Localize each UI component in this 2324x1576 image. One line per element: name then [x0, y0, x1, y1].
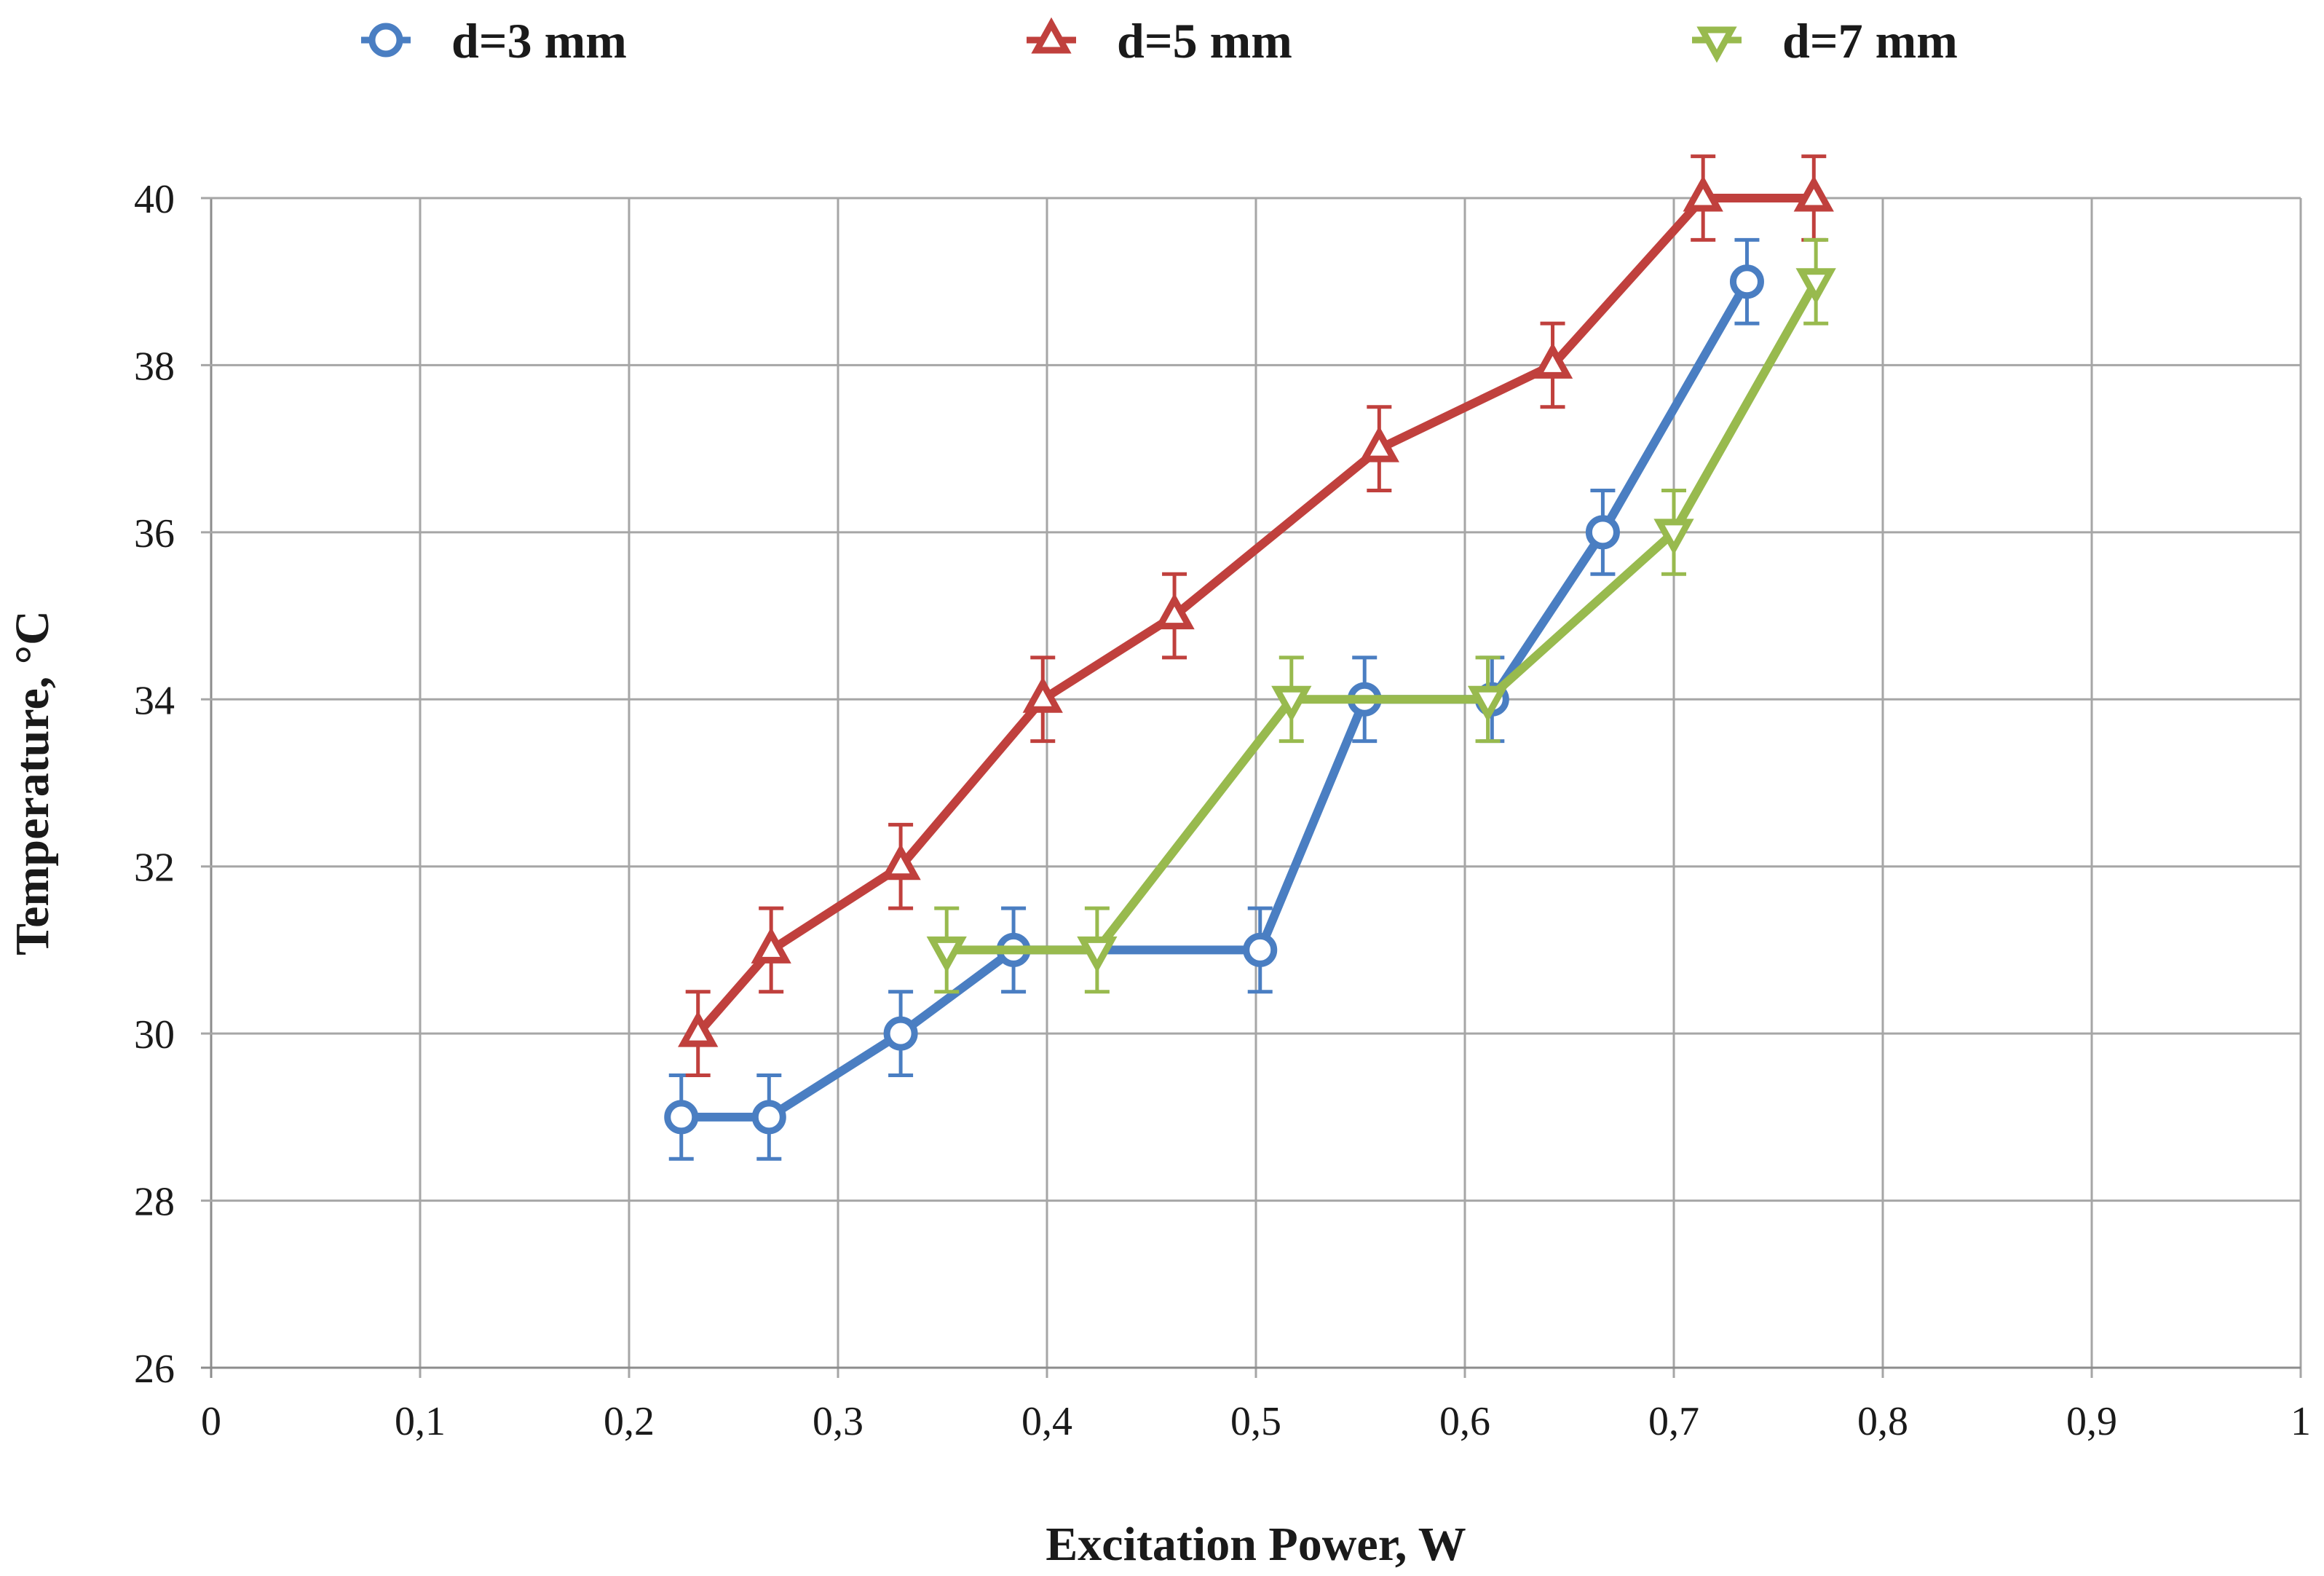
data-point — [926, 936, 967, 973]
legend-item: d=5 mm — [1027, 13, 1292, 68]
x-tick-label: 0,5 — [1230, 1399, 1281, 1444]
legend-label: d=3 mm — [451, 13, 627, 68]
data-point — [751, 1100, 786, 1135]
x-tick-label: 0,7 — [1648, 1399, 1699, 1444]
data-point — [1585, 515, 1620, 550]
data-point — [1683, 175, 1723, 212]
legend-item: d=3 mm — [361, 13, 627, 68]
axes: 0 0,1 0,2 0,3 0,4 0,5 0,6 0,7 0,8 0,9 1 26 28 30 32 34 3… — [134, 177, 2311, 1444]
series-d-3-mm — [664, 237, 1764, 1161]
data-point — [1271, 685, 1312, 722]
y-axis-title: Temperature, °C — [6, 610, 59, 956]
data-point — [1532, 342, 1573, 379]
x-tick-label: 0,9 — [2066, 1399, 2117, 1444]
data-point — [1793, 175, 1834, 212]
data-point — [1729, 264, 1764, 299]
y-tick-label: 38 — [134, 344, 175, 389]
data-point — [751, 927, 791, 964]
legend-item: d=7 mm — [1692, 13, 1958, 68]
legend-label: d=7 mm — [1782, 13, 1958, 68]
x-tick-label: 0,6 — [1439, 1399, 1490, 1444]
data-point — [1154, 593, 1195, 630]
y-tick-label: 26 — [134, 1347, 175, 1392]
y-tick-label: 30 — [134, 1012, 175, 1057]
series-d-7-mm — [926, 237, 1836, 994]
data-point — [1653, 519, 1694, 556]
series-d-5-mm — [678, 154, 1834, 1077]
legend-label: d=5 mm — [1117, 13, 1292, 68]
x-tick-label: 0,2 — [604, 1399, 655, 1444]
data-point — [1467, 685, 1509, 722]
grid — [201, 197, 2302, 1378]
data-point — [880, 843, 921, 880]
series-line — [942, 277, 1821, 955]
x-tick-label: 0,1 — [395, 1399, 446, 1444]
y-tick-label: 34 — [134, 678, 175, 723]
data-point — [678, 1010, 719, 1047]
data-point — [1359, 425, 1399, 462]
legend-marker — [368, 23, 403, 58]
x-tick-label: 0,3 — [813, 1399, 863, 1444]
data-point — [664, 1100, 699, 1135]
y-tick-label: 36 — [134, 511, 175, 556]
legend-marker — [1696, 26, 1737, 63]
y-tick-label: 40 — [134, 177, 175, 222]
x-tick-label: 0,4 — [1021, 1399, 1072, 1444]
data-point — [883, 1016, 918, 1051]
legend-marker — [1031, 17, 1072, 54]
x-tick-label: 1 — [2291, 1399, 2311, 1444]
legend: d=3 mm d=5 mm d=7 mm — [361, 13, 1958, 68]
data-point — [1243, 932, 1278, 967]
y-tick-label: 28 — [134, 1180, 175, 1225]
x-axis-title: Excitation Power, W — [1046, 1518, 1466, 1571]
x-tick-label: 0,8 — [1857, 1399, 1908, 1444]
y-tick-label: 32 — [134, 846, 175, 891]
x-tick-label: 0 — [201, 1399, 221, 1444]
data-point — [1077, 936, 1118, 973]
series — [664, 154, 1836, 1161]
data-point — [1795, 268, 1836, 304]
data-point — [1022, 677, 1063, 713]
